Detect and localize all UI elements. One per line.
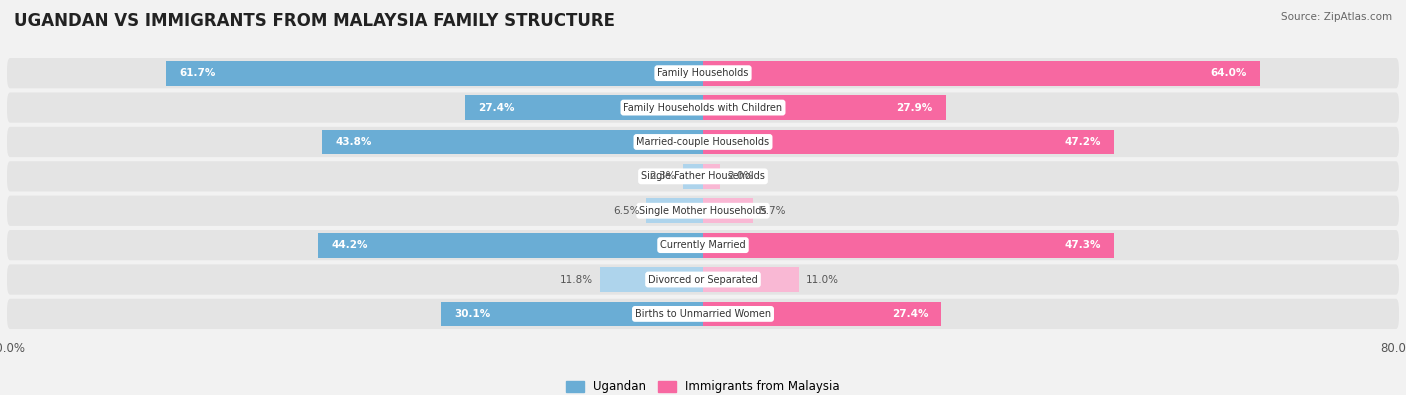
Legend: Ugandan, Immigrants from Malaysia: Ugandan, Immigrants from Malaysia (561, 376, 845, 395)
Text: Family Households with Children: Family Households with Children (623, 103, 783, 113)
FancyBboxPatch shape (7, 58, 1399, 88)
Text: 27.9%: 27.9% (897, 103, 932, 113)
Text: Currently Married: Currently Married (661, 240, 745, 250)
Text: UGANDAN VS IMMIGRANTS FROM MALAYSIA FAMILY STRUCTURE: UGANDAN VS IMMIGRANTS FROM MALAYSIA FAMI… (14, 12, 614, 30)
Text: 61.7%: 61.7% (180, 68, 215, 78)
Text: 27.4%: 27.4% (478, 103, 515, 113)
FancyBboxPatch shape (7, 127, 1399, 157)
Text: Single Mother Households: Single Mother Households (640, 206, 766, 216)
Bar (166, 61, 703, 86)
FancyBboxPatch shape (7, 161, 1399, 192)
Bar (647, 198, 703, 223)
Bar (703, 164, 720, 189)
Text: 64.0%: 64.0% (1211, 68, 1247, 78)
Text: 2.0%: 2.0% (727, 171, 754, 181)
Text: 2.3%: 2.3% (650, 171, 676, 181)
Text: 47.2%: 47.2% (1064, 137, 1101, 147)
Bar (703, 267, 799, 292)
Bar (703, 61, 1260, 86)
Bar (703, 233, 1115, 258)
FancyBboxPatch shape (7, 264, 1399, 295)
Text: Divorced or Separated: Divorced or Separated (648, 275, 758, 284)
Bar (683, 164, 703, 189)
Text: 43.8%: 43.8% (335, 137, 371, 147)
Text: 44.2%: 44.2% (332, 240, 368, 250)
Bar (703, 130, 1114, 154)
Bar (703, 301, 942, 326)
FancyBboxPatch shape (7, 196, 1399, 226)
FancyBboxPatch shape (7, 299, 1399, 329)
Bar (600, 267, 703, 292)
Text: Births to Unmarried Women: Births to Unmarried Women (636, 309, 770, 319)
Text: Single Father Households: Single Father Households (641, 171, 765, 181)
Bar (319, 233, 703, 258)
FancyBboxPatch shape (7, 92, 1399, 123)
Text: Family Households: Family Households (658, 68, 748, 78)
Text: 6.5%: 6.5% (613, 206, 640, 216)
FancyBboxPatch shape (7, 230, 1399, 260)
Bar (441, 301, 703, 326)
Text: 27.4%: 27.4% (891, 309, 928, 319)
Bar (464, 95, 703, 120)
Text: 11.8%: 11.8% (560, 275, 593, 284)
Bar (703, 95, 946, 120)
Bar (703, 198, 752, 223)
Text: Married-couple Households: Married-couple Households (637, 137, 769, 147)
Text: 5.7%: 5.7% (759, 206, 786, 216)
Text: 47.3%: 47.3% (1064, 240, 1101, 250)
Text: 11.0%: 11.0% (806, 275, 838, 284)
Text: Source: ZipAtlas.com: Source: ZipAtlas.com (1281, 12, 1392, 22)
Bar (322, 130, 703, 154)
Text: 30.1%: 30.1% (454, 309, 491, 319)
